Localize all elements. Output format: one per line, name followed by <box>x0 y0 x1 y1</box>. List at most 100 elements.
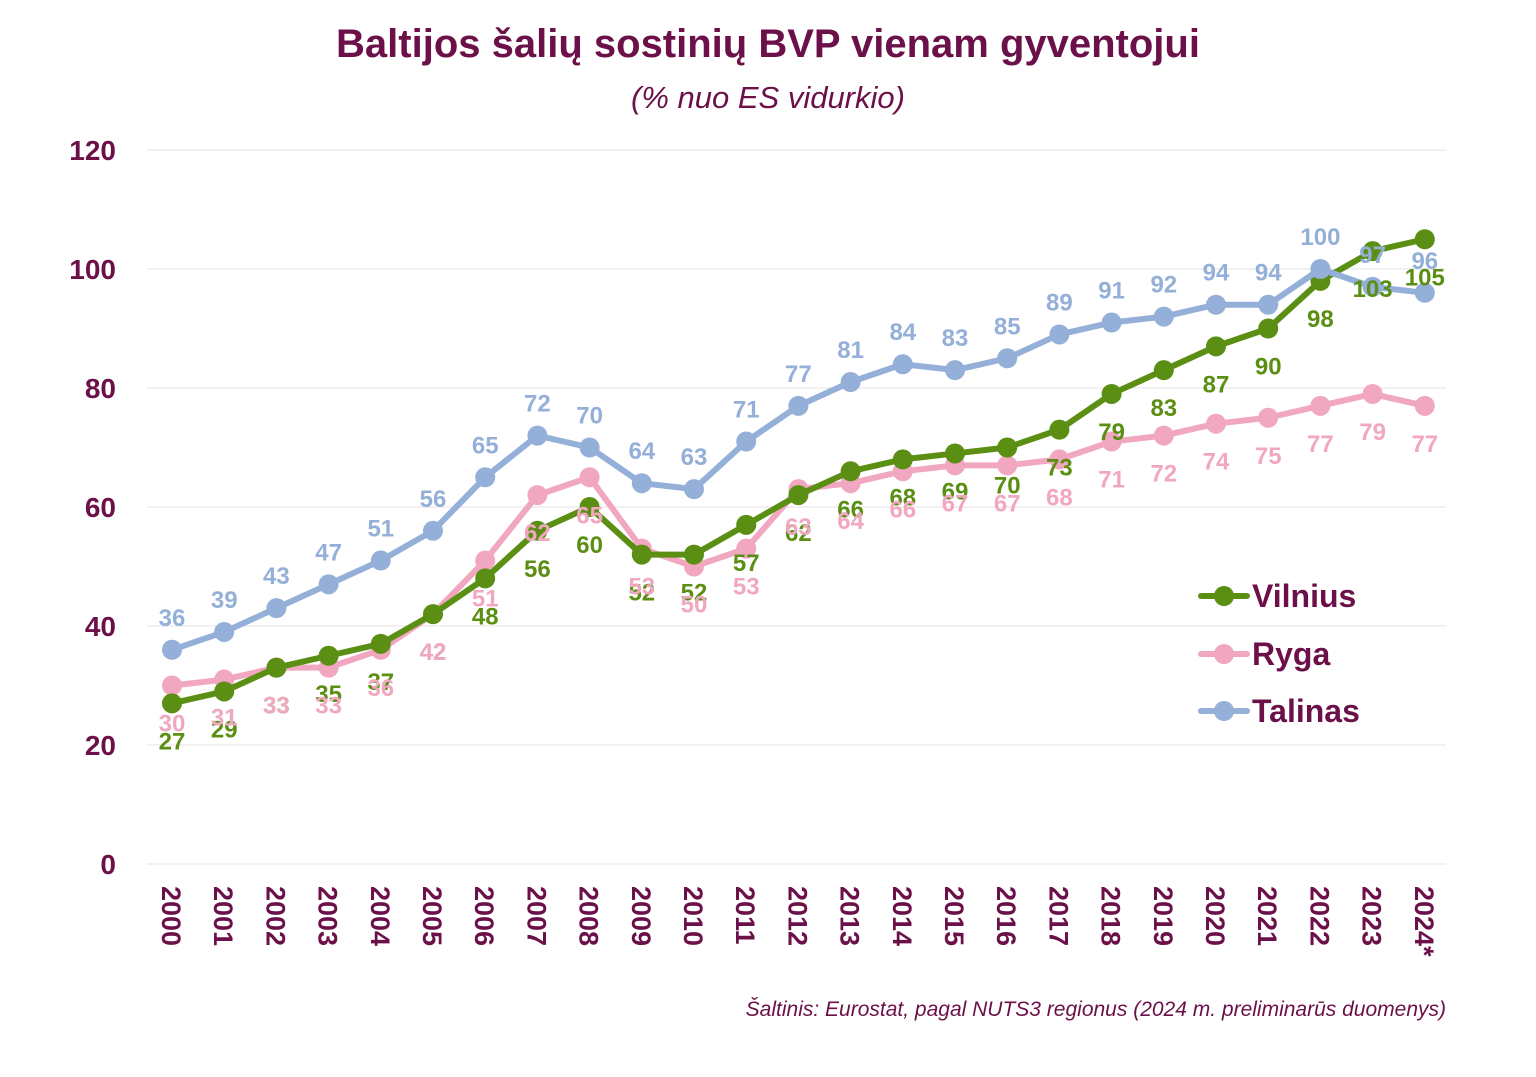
data-point-talinas-2003 <box>318 574 339 595</box>
data-point-ryga-2022 <box>1310 395 1331 416</box>
data-point-ryga-2017 <box>1049 449 1070 470</box>
data-point-ryga-2016 <box>997 455 1018 476</box>
x-tick-label-2006: 2006 <box>469 886 499 946</box>
x-tick-label-2018: 2018 <box>1096 886 1126 946</box>
data-point-vilnius-2006 <box>475 568 496 589</box>
data-point-vilnius-2002 <box>266 657 287 678</box>
data-point-vilnius-2005 <box>423 604 443 625</box>
data-label-ryga-2012: 63 <box>785 514 812 541</box>
y-tick-label-40: 40 <box>85 611 116 642</box>
data-point-talinas-2022 <box>1310 259 1331 279</box>
legend-marker-vilnius <box>1214 586 1234 606</box>
chart-subtitle: (% nuo ES vidurkio) <box>631 80 905 115</box>
data-label-talinas-2007: 72 <box>524 391 551 418</box>
data-label-talinas-2022: 100 <box>1300 224 1340 251</box>
data-label-talinas-2016: 85 <box>994 313 1021 340</box>
data-point-vilnius-2007 <box>527 520 548 541</box>
data-label-vilnius-2024: 105 <box>1405 264 1445 291</box>
x-tick-label-2023: 2023 <box>1357 886 1387 946</box>
data-point-talinas-2013 <box>840 372 861 393</box>
data-label-talinas-2017: 89 <box>1046 289 1073 316</box>
data-label-talinas-2010: 63 <box>681 444 708 471</box>
legend-label-talinas: Talinas <box>1252 693 1360 729</box>
data-point-vilnius-2015 <box>945 443 965 464</box>
data-label-vilnius-2005: 42 <box>420 639 447 666</box>
data-label-talinas-2024: 96 <box>1411 248 1438 275</box>
data-label-vilnius-2012: 62 <box>785 520 812 547</box>
data-point-vilnius-2019 <box>1153 360 1174 381</box>
data-label-talinas-2001: 39 <box>211 587 238 614</box>
x-tick-label-2019: 2019 <box>1148 886 1178 946</box>
data-label-vilnius-2021: 90 <box>1255 354 1282 381</box>
data-label-talinas-2018: 91 <box>1098 278 1125 305</box>
data-point-vilnius-2017 <box>1049 419 1070 440</box>
data-label-talinas-2023: 97 <box>1359 242 1386 269</box>
data-point-talinas-2010 <box>684 479 704 500</box>
x-tick-label-2017: 2017 <box>1043 886 1073 946</box>
data-label-vilnius-2000: 27 <box>159 728 186 755</box>
data-label-talinas-2009: 64 <box>628 438 655 465</box>
data-point-talinas-2014 <box>892 354 913 375</box>
data-point-ryga-2007 <box>527 485 548 506</box>
data-label-ryga-2010: 50 <box>681 592 708 619</box>
data-label-ryga-2013: 64 <box>837 508 864 535</box>
data-label-vilnius-2019: 83 <box>1150 395 1177 422</box>
x-tick-label-2007: 2007 <box>521 886 551 946</box>
x-tick-label-2024-star: 2024* <box>1409 886 1439 957</box>
data-label-vilnius-2013: 66 <box>837 496 864 523</box>
x-tick-label-2004: 2004 <box>365 886 395 946</box>
data-label-vilnius-2017: 73 <box>1046 455 1073 482</box>
data-label-ryga-2015: 67 <box>942 490 969 517</box>
data-label-talinas-2019: 92 <box>1150 272 1177 299</box>
data-point-vilnius-2024 <box>1414 229 1435 250</box>
data-label-vilnius-2020: 87 <box>1203 371 1230 398</box>
x-tick-label-2005: 2005 <box>417 886 447 946</box>
x-tick-label-2022: 2022 <box>1304 886 1334 946</box>
x-tick-label-2016: 2016 <box>991 886 1021 946</box>
data-label-talinas-2020: 94 <box>1203 260 1230 287</box>
data-label-talinas-2011: 71 <box>733 397 760 424</box>
data-point-vilnius-2001 <box>214 681 235 702</box>
x-tick-label-2014: 2014 <box>887 886 917 946</box>
x-tick-label-2003: 2003 <box>313 886 343 946</box>
data-label-vilnius-2014: 68 <box>889 484 916 511</box>
data-point-talinas-2008 <box>579 437 600 458</box>
x-tick-label-2001: 2001 <box>208 886 238 946</box>
data-point-ryga-2018 <box>1101 431 1122 452</box>
y-tick-label-20: 20 <box>85 730 116 761</box>
data-label-ryga-2019: 72 <box>1150 461 1177 488</box>
data-point-talinas-2021 <box>1258 294 1279 315</box>
data-label-vilnius-2003: 35 <box>315 681 342 708</box>
data-label-vilnius-2006: 48 <box>472 603 499 630</box>
data-label-ryga-2004: 36 <box>367 675 394 702</box>
data-label-talinas-2021: 94 <box>1255 260 1282 287</box>
data-point-ryga-2021 <box>1258 407 1279 428</box>
data-label-vilnius-2011: 57 <box>733 550 760 577</box>
x-tick-label-2015: 2015 <box>939 886 969 946</box>
data-label-talinas-2008: 70 <box>576 403 603 430</box>
data-point-vilnius-2009 <box>631 544 652 565</box>
data-label-vilnius-2007: 56 <box>524 556 551 583</box>
data-label-ryga-2001: 31 <box>211 705 238 732</box>
chart-title: Baltijos šalių sostinių BVP vienam gyven… <box>336 22 1200 66</box>
data-label-ryga-2009: 53 <box>628 574 655 601</box>
data-point-talinas-2019 <box>1153 306 1174 327</box>
data-point-vilnius-2018 <box>1101 383 1122 404</box>
data-point-vilnius-2000 <box>162 693 182 714</box>
data-point-ryga-2019 <box>1153 425 1174 446</box>
y-axis: 0 20 40 60 80 100 120 <box>69 135 116 880</box>
data-label-ryga-2014: 66 <box>889 496 916 523</box>
data-label-vilnius-2016: 70 <box>994 473 1021 500</box>
data-label-ryga-2016: 67 <box>994 490 1021 517</box>
data-point-ryga-2020 <box>1206 413 1226 434</box>
y-tick-label-80: 80 <box>85 373 116 404</box>
data-label-ryga-2003: 33 <box>315 693 342 720</box>
data-point-talinas-2018 <box>1101 312 1122 333</box>
data-point-talinas-2004 <box>370 550 391 571</box>
data-point-ryga-2006 <box>475 550 496 571</box>
data-point-talinas-2016 <box>997 348 1018 369</box>
x-tick-label-2009: 2009 <box>626 886 656 946</box>
data-point-ryga-2000 <box>162 675 182 696</box>
data-label-vilnius-2023: 103 <box>1353 276 1393 303</box>
data-point-vilnius-2004 <box>370 633 391 654</box>
